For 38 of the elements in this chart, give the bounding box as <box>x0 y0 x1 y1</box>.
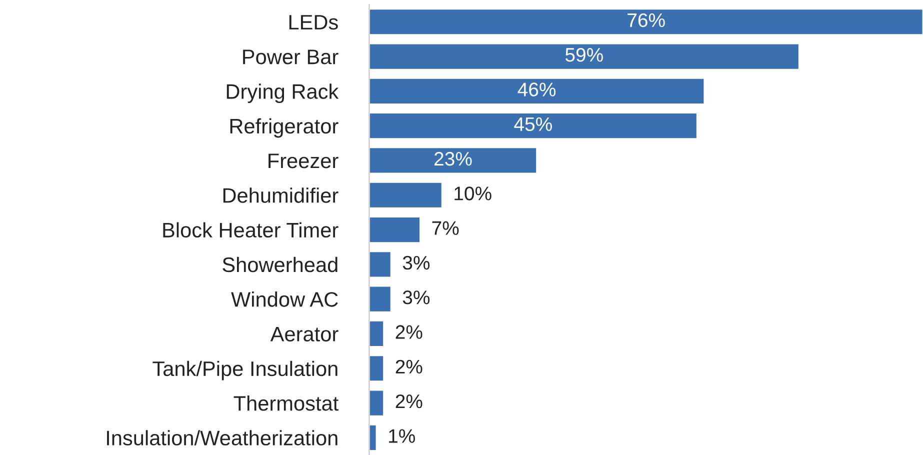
y-tick-label: Insulation/Weatherization <box>107 430 338 446</box>
y-tick-label: Drying Rack <box>226 84 339 104</box>
data-label: 3% <box>402 256 430 270</box>
bar <box>369 320 384 348</box>
y-tick-label: Power Bar <box>243 50 338 64</box>
data-label: 59% <box>565 48 603 62</box>
data-label: 10% <box>454 186 492 200</box>
bar <box>369 389 384 417</box>
data-label: 7% <box>432 221 459 235</box>
data-label: 23% <box>434 152 472 166</box>
data-label: 45% <box>514 117 552 132</box>
y-tick-label: Dehumidifier <box>223 188 338 203</box>
y-tick-label: Refrigerator <box>230 118 338 138</box>
y-tick-label: Aerator <box>270 326 338 342</box>
data-label: 3% <box>402 290 430 304</box>
data-label: 2% <box>396 360 422 374</box>
data-label: 2% <box>396 394 422 408</box>
y-tick-label: Tank/Pipe Insulation <box>152 360 338 380</box>
bar <box>369 250 392 278</box>
data-label: 76% <box>628 13 665 28</box>
y-tick-label: Freezer <box>268 154 338 168</box>
y-tick-label: Showerhead <box>222 256 338 272</box>
bar <box>369 42 800 70</box>
bar <box>369 181 443 209</box>
y-tick-label: Window AC <box>231 292 338 307</box>
bar <box>369 112 698 140</box>
data-label: 46% <box>518 82 556 96</box>
data-label: 2% <box>396 325 422 339</box>
bar <box>369 146 538 174</box>
y-tick-label: Thermostat <box>234 395 338 411</box>
bar <box>369 216 421 244</box>
bar <box>369 77 706 105</box>
bar <box>369 285 392 313</box>
bar <box>369 354 384 382</box>
data-label: 1% <box>389 429 415 443</box>
y-tick-label: Block Heater Timer <box>163 222 338 238</box>
bar <box>369 8 923 36</box>
y-tick-label: LEDs <box>289 15 338 30</box>
